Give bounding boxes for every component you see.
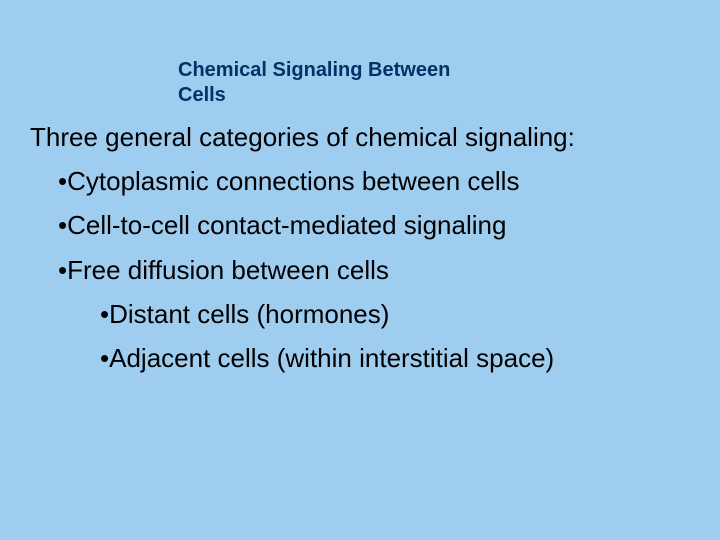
- bullet-icon: [58, 210, 67, 240]
- bullet-level2: Adjacent cells (within interstitial spac…: [30, 336, 700, 380]
- slide-title: Chemical Signaling Between Cells: [178, 58, 478, 108]
- bullet-level1: Cell-to-cell contact-mediated signaling: [30, 203, 700, 247]
- bullet-level2: Distant cells (hormones): [30, 292, 700, 336]
- slide: Chemical Signaling Between Cells Three g…: [0, 0, 720, 540]
- bullet-level1: Free diffusion between cells: [30, 248, 700, 292]
- bullet-level1: Cytoplasmic connections between cells: [30, 159, 700, 203]
- bullet-icon: [58, 255, 67, 285]
- bullet-icon: [100, 343, 109, 373]
- bullet-icon: [58, 166, 67, 196]
- bullet-text: Free diffusion between cells: [67, 255, 389, 285]
- intro-line: Three general categories of chemical sig…: [30, 115, 700, 159]
- bullet-text: Adjacent cells (within interstitial spac…: [109, 343, 554, 373]
- bullet-text: Cytoplasmic connections between cells: [67, 166, 519, 196]
- bullet-icon: [100, 299, 109, 329]
- slide-body: Three general categories of chemical sig…: [30, 115, 700, 380]
- bullet-text: Distant cells (hormones): [109, 299, 389, 329]
- bullet-text: Cell-to-cell contact-mediated signaling: [67, 210, 506, 240]
